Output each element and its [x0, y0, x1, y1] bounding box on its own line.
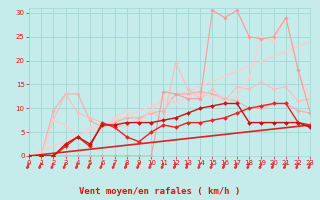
- Text: Vent moyen/en rafales ( km/h ): Vent moyen/en rafales ( km/h ): [79, 187, 241, 196]
